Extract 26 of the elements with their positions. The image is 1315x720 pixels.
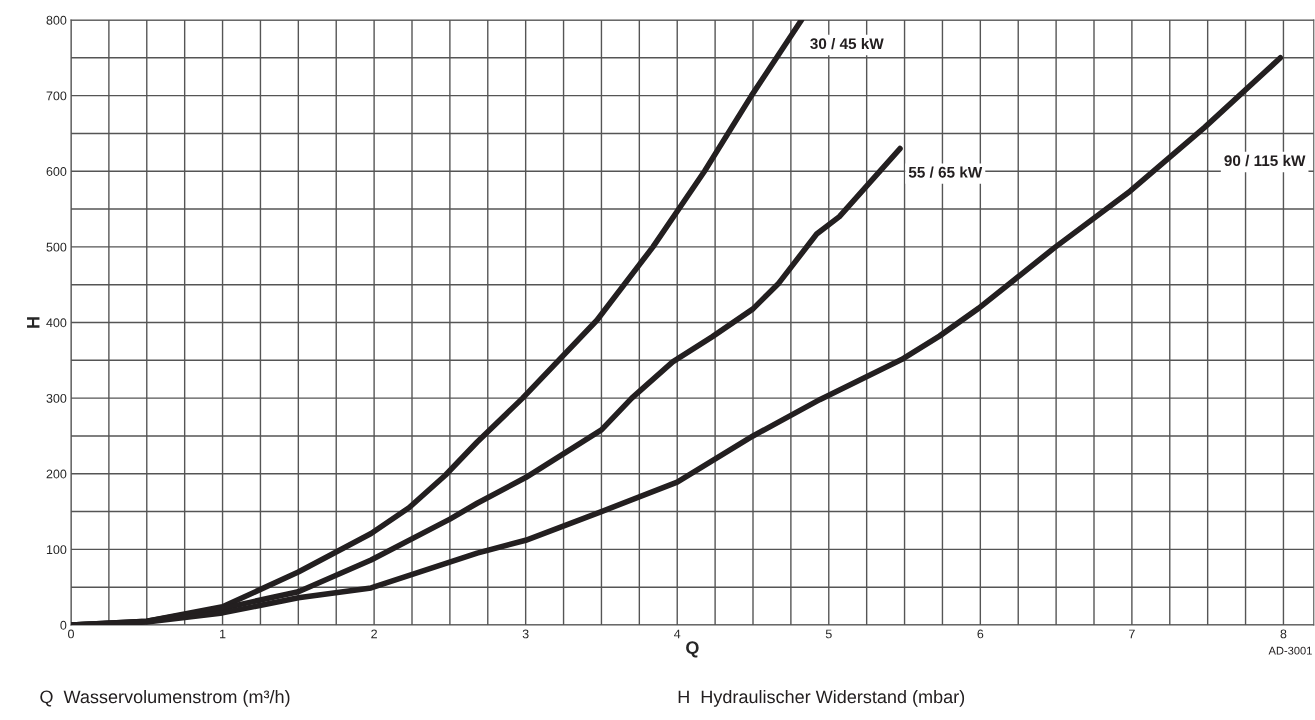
y-tick-label: 800 <box>46 15 67 25</box>
x-tick-label: 4 <box>674 629 681 639</box>
y-tick-label: 200 <box>46 469 67 479</box>
x-tick-label: 6 <box>977 629 984 639</box>
x-tick-label: 1 <box>220 629 226 639</box>
series-label: 30 / 45 kW <box>810 37 884 50</box>
text: Q Wasservolumenstrom (m³/h) <box>40 689 290 707</box>
y-tick-label: 700 <box>46 91 67 101</box>
text: 90 / 115 kW <box>1224 154 1306 167</box>
x-tick-label: 8 <box>1280 629 1287 639</box>
text: AD-3001 <box>1268 646 1312 655</box>
x-tick-label: 0 <box>68 629 74 639</box>
y-axis-title: H <box>27 317 40 328</box>
y-tick-label: 600 <box>46 167 67 176</box>
y-tick-label: 0 <box>60 620 67 630</box>
y-tick-label: 100 <box>46 545 67 555</box>
x-tick-label: 2 <box>371 629 377 639</box>
y-tick-label: 300 <box>46 393 67 403</box>
x-tick-label: 3 <box>522 629 529 639</box>
x-tick-label: 7 <box>1129 629 1135 639</box>
text: H Hydraulischer Widerstand (mbar) <box>678 689 965 707</box>
y-tick-label: 500 <box>46 242 67 252</box>
x-axis-title: Q <box>686 641 699 658</box>
series-label: 55 / 65 kW <box>908 166 983 178</box>
x-tick-label: 5 <box>825 629 832 639</box>
y-tick-label: 400 <box>46 318 67 328</box>
